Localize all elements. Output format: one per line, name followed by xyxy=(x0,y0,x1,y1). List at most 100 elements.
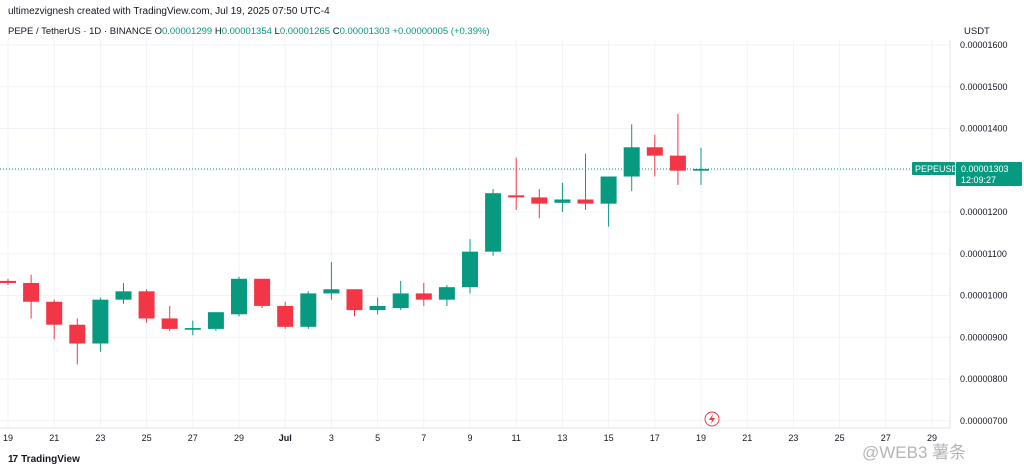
price-tag-value-bg xyxy=(956,161,1022,186)
price-tick-label: 0.00001500 xyxy=(960,82,1008,92)
candle[interactable] xyxy=(69,318,86,365)
candle-body xyxy=(600,176,617,204)
price-tick-label: 0.00001600 xyxy=(960,40,1008,50)
time-tick-label: 29 xyxy=(234,433,244,443)
ohlc-open-value: 0.00001299 xyxy=(161,26,213,37)
candle[interactable] xyxy=(485,189,502,256)
time-tick-label: 21 xyxy=(742,433,752,443)
time-tick-label: 15 xyxy=(604,433,614,443)
candle[interactable] xyxy=(277,301,294,329)
candle[interactable] xyxy=(369,297,386,315)
candle-body xyxy=(669,155,686,171)
candle[interactable] xyxy=(138,289,155,323)
candle[interactable] xyxy=(115,282,132,304)
time-tick-label: 27 xyxy=(188,433,198,443)
ohlc-low-label: L xyxy=(274,26,280,37)
tradingview-brand[interactable]: 17 TradingView xyxy=(8,454,80,465)
candle-body xyxy=(369,305,386,311)
candle[interactable] xyxy=(161,305,178,331)
candle[interactable] xyxy=(254,278,271,309)
candle[interactable] xyxy=(554,182,571,212)
candle-body xyxy=(231,278,247,315)
candle-body xyxy=(161,318,178,329)
candle[interactable] xyxy=(669,113,686,185)
candle-body xyxy=(462,251,478,288)
candle[interactable] xyxy=(577,153,594,210)
candle[interactable] xyxy=(323,262,340,300)
candle-body xyxy=(323,289,340,294)
candle-body xyxy=(46,301,63,325)
time-tick-label: 25 xyxy=(835,433,845,443)
grid-lines xyxy=(0,40,950,428)
chart-credit: ultimezvignesh created with TradingView.… xyxy=(8,6,330,17)
current-price-tag: PEPEUSDT 0.00001303 12:09:27 xyxy=(912,161,1022,186)
candle[interactable] xyxy=(0,278,16,286)
candle-body xyxy=(554,199,571,203)
price-tag-symbol-bg xyxy=(912,161,955,175)
time-axis[interactable]: 19 21 23 25 27 29 Jul 3 5 7 9 11 13 15 17 19 21 23 25 27 29 xyxy=(3,433,937,443)
ohlc-change-value: +0.00000005 (+0.39%) xyxy=(392,26,490,37)
time-tick-label: 5 xyxy=(375,433,380,443)
candle-body xyxy=(693,168,709,171)
candle[interactable] xyxy=(508,157,525,210)
candle-body xyxy=(0,280,16,283)
currency-label[interactable]: USDT xyxy=(964,26,990,37)
price-tick-label: 0.00001400 xyxy=(960,124,1008,134)
time-tick-label: 23 xyxy=(95,433,105,443)
symbol-title[interactable]: PEPE / TetherUS · 1D · BINANCE xyxy=(8,26,152,37)
candle[interactable] xyxy=(23,274,40,319)
candle[interactable] xyxy=(600,176,617,227)
time-tick-label: 29 xyxy=(927,433,937,443)
price-axis[interactable]: 0.000016000.000015000.000014000.00001300… xyxy=(960,40,1008,426)
candle[interactable] xyxy=(231,276,247,317)
candle-body xyxy=(69,324,86,344)
candle[interactable] xyxy=(531,189,548,219)
candles xyxy=(0,113,709,365)
price-tag-value: 0.00001303 xyxy=(961,164,1009,174)
candle[interactable] xyxy=(46,299,63,340)
candle-body xyxy=(23,282,40,302)
candle-body xyxy=(138,291,155,319)
watermark: @WEB3 薯条 xyxy=(862,443,967,462)
candle[interactable] xyxy=(92,297,109,352)
candle-body xyxy=(531,197,548,204)
time-tick-label: 11 xyxy=(512,433,521,443)
price-tick-label: 0.00000900 xyxy=(960,332,1008,342)
candle[interactable] xyxy=(646,134,663,177)
candle[interactable] xyxy=(207,312,224,331)
candle[interactable] xyxy=(623,124,640,192)
time-tick-label: 3 xyxy=(329,433,334,443)
candle[interactable] xyxy=(693,147,709,185)
candle-body xyxy=(254,278,271,306)
candle-body xyxy=(646,147,663,156)
candle[interactable] xyxy=(392,280,409,311)
tradingview-brand-label: TradingView xyxy=(21,454,80,465)
time-tick-label: 9 xyxy=(467,433,472,443)
time-tick-label: 27 xyxy=(881,433,891,443)
price-tag-countdown: 12:09:27 xyxy=(961,175,996,185)
time-tick-label: 19 xyxy=(3,433,13,443)
candle-body xyxy=(508,195,525,198)
price-tick-label: 0.00001200 xyxy=(960,207,1008,217)
ohlc-low-value: 0.00001265 xyxy=(279,26,331,37)
time-tick-label: 23 xyxy=(788,433,798,443)
ohlc-close-label: C xyxy=(332,26,340,37)
lightning-icon[interactable] xyxy=(704,411,720,427)
candle-body xyxy=(415,293,432,300)
candle[interactable] xyxy=(300,291,317,329)
candle-body xyxy=(346,289,363,311)
candle-body xyxy=(277,305,294,327)
candle-body xyxy=(577,199,594,204)
time-tick-label: 21 xyxy=(49,433,59,443)
candle[interactable] xyxy=(438,285,455,306)
candle[interactable] xyxy=(415,282,432,306)
candle[interactable] xyxy=(346,289,363,317)
candle[interactable] xyxy=(184,320,201,336)
candle-body xyxy=(92,299,109,344)
ohlc-open-label: O xyxy=(154,26,162,37)
candle-body xyxy=(438,287,455,300)
ohlc-close-value: 0.00001303 xyxy=(339,26,390,37)
candle[interactable] xyxy=(462,239,478,294)
tradingview-logo-icon: 17 xyxy=(8,454,18,465)
